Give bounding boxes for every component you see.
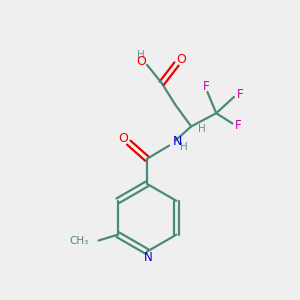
Text: F: F bbox=[236, 88, 243, 100]
Text: O: O bbox=[176, 53, 186, 66]
Text: O: O bbox=[118, 132, 128, 145]
Text: N: N bbox=[144, 251, 153, 264]
Text: H: H bbox=[180, 142, 188, 152]
Text: H: H bbox=[137, 50, 145, 60]
Text: H: H bbox=[198, 124, 206, 134]
Text: O: O bbox=[136, 56, 146, 68]
Text: N: N bbox=[173, 135, 182, 148]
Text: F: F bbox=[202, 80, 209, 93]
Text: F: F bbox=[235, 119, 242, 132]
Text: CH₃: CH₃ bbox=[69, 236, 88, 245]
